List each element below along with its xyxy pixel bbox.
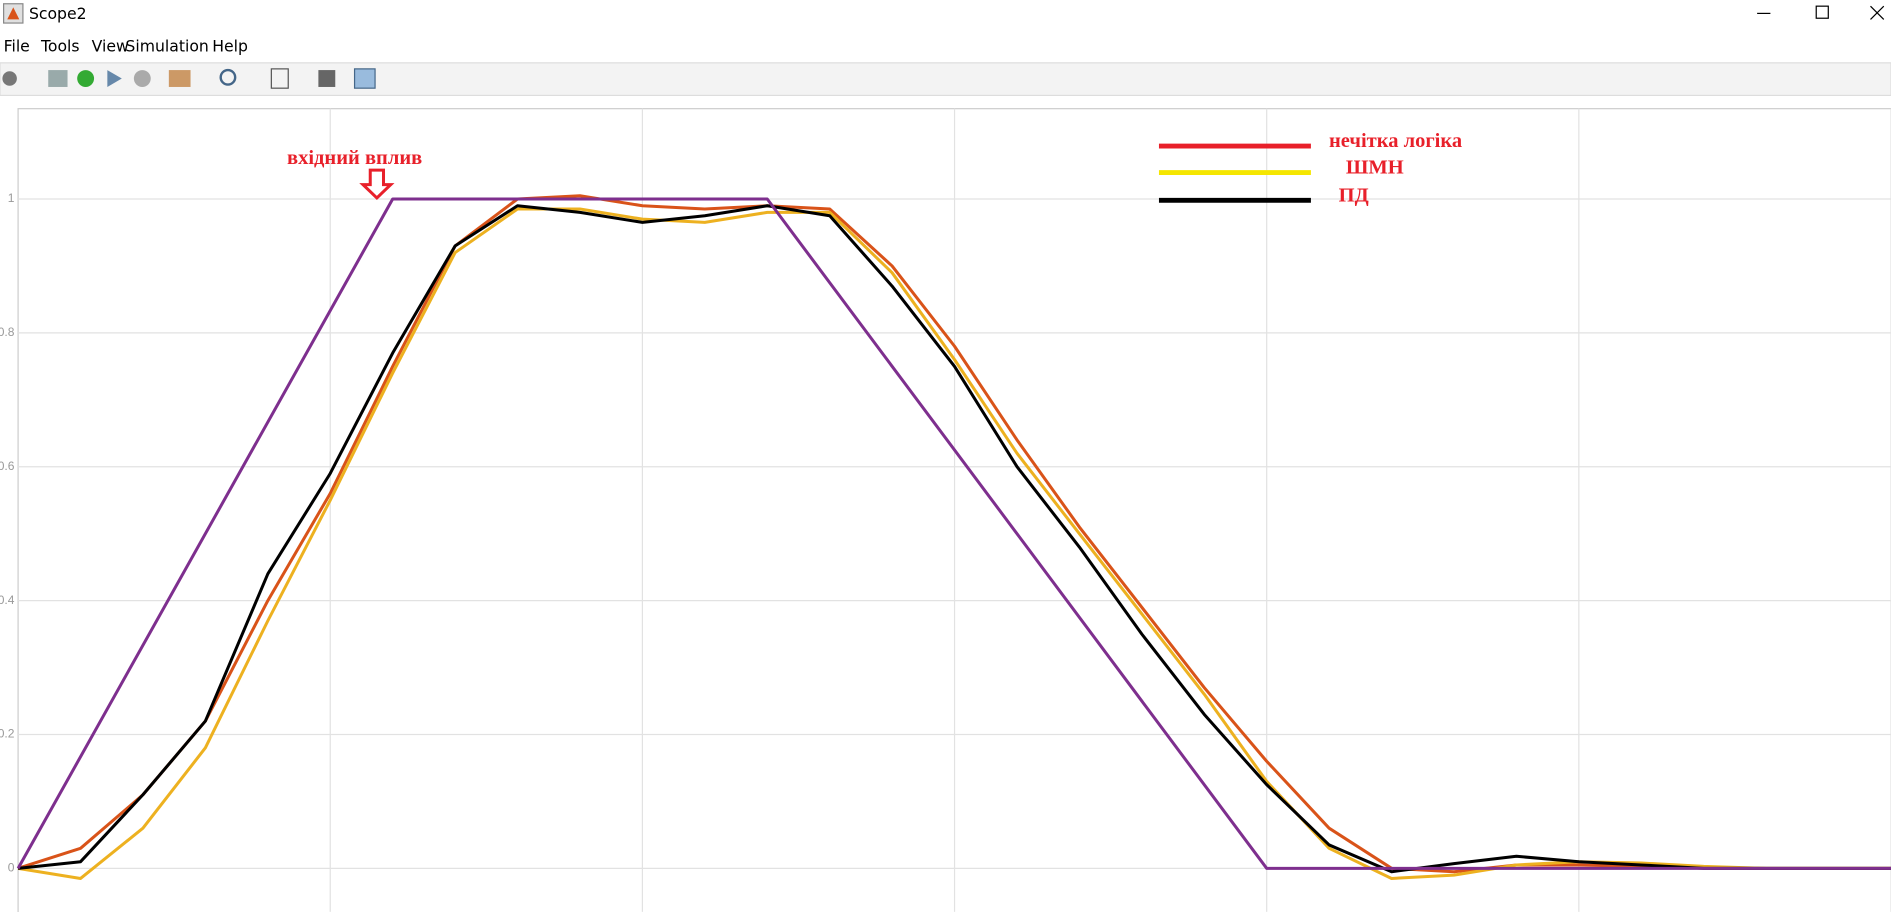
- restore-button[interactable]: [318, 70, 336, 87]
- plot-area: 0 0.2 0.4 0.6 0.8 1 нечітка логіка ШМН ПД вхідний…: [0, 108, 1891, 912]
- rewind-button[interactable]: [48, 70, 68, 87]
- menu-item[interactable]: File: [4, 37, 30, 56]
- step-button[interactable]: [107, 70, 122, 87]
- series-line: [16, 197, 1891, 870]
- measure-button[interactable]: [353, 68, 376, 89]
- series-line: [17, 194, 1891, 874]
- highlight-button[interactable]: [168, 70, 191, 87]
- y-tick-label: 1: [8, 191, 15, 205]
- settings-button[interactable]: [2, 71, 17, 86]
- legend-label: ПД: [1339, 184, 1369, 206]
- y-tick-label: 0.2: [0, 727, 15, 741]
- y-tick-label: 0.4: [0, 593, 15, 607]
- y-tick-label: 0.6: [0, 459, 15, 473]
- menu-item[interactable]: View: [92, 37, 129, 56]
- autoscale-button[interactable]: [270, 68, 289, 89]
- legend-label: нечітка логіка: [1329, 130, 1462, 152]
- close-button[interactable]: [1870, 5, 1885, 20]
- menu-item[interactable]: Tools: [40, 37, 80, 56]
- run-button[interactable]: [77, 70, 95, 87]
- stop-button[interactable]: [133, 70, 151, 87]
- app-icon-glyph: [7, 7, 20, 20]
- y-tick-label: 0.8: [0, 325, 15, 339]
- menu-item[interactable]: Help: [212, 37, 248, 56]
- zoom-button[interactable]: [219, 68, 237, 86]
- window-title: Scope2: [29, 4, 87, 23]
- y-tick-label: 0: [8, 861, 15, 875]
- series-line: [17, 204, 1891, 874]
- legend-label: ШМН: [1346, 157, 1404, 179]
- menu-item[interactable]: Simulation: [125, 37, 208, 56]
- annotation: вхідний вплив: [287, 147, 422, 169]
- toolbar: [0, 62, 1891, 97]
- maximize-button[interactable]: [1815, 5, 1829, 19]
- annotation-arrow: [359, 168, 395, 201]
